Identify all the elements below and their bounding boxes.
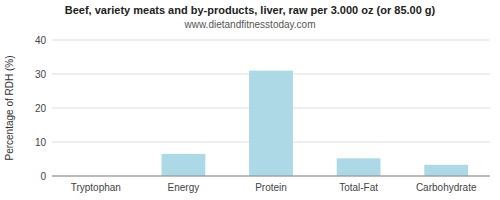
x-axis [52, 176, 490, 177]
y-tick-label: 40 [35, 35, 47, 46]
bar [162, 154, 206, 176]
grid-line [52, 176, 490, 177]
subtitle: www.dietandfitnesstoday.com [184, 19, 316, 30]
x-tick-label: Tryptophan [71, 182, 121, 193]
y-axis-label: Percentage of RDH (%) [4, 55, 15, 160]
grid [52, 40, 490, 176]
chart: Beef, variety meats and by-products, liv… [0, 0, 500, 200]
grid-line [52, 40, 490, 41]
title: Beef, variety meats and by-products, liv… [65, 4, 436, 16]
x-tick-label: Protein [255, 182, 287, 193]
bar [424, 165, 468, 176]
y-tick-label: 20 [35, 103, 47, 114]
chart-container: Beef, variety meats and by-products, liv… [0, 0, 500, 200]
y-tick-label: 30 [35, 69, 47, 80]
y-tick-label: 10 [35, 137, 47, 148]
x-tick-label: Carbohydrate [416, 182, 477, 193]
x-tick-label: Energy [168, 182, 200, 193]
x-tick-label: Total-Fat [339, 182, 378, 193]
bar [249, 71, 293, 176]
y-tick-label: 0 [40, 171, 46, 182]
bars [162, 71, 469, 176]
bar [337, 158, 381, 176]
